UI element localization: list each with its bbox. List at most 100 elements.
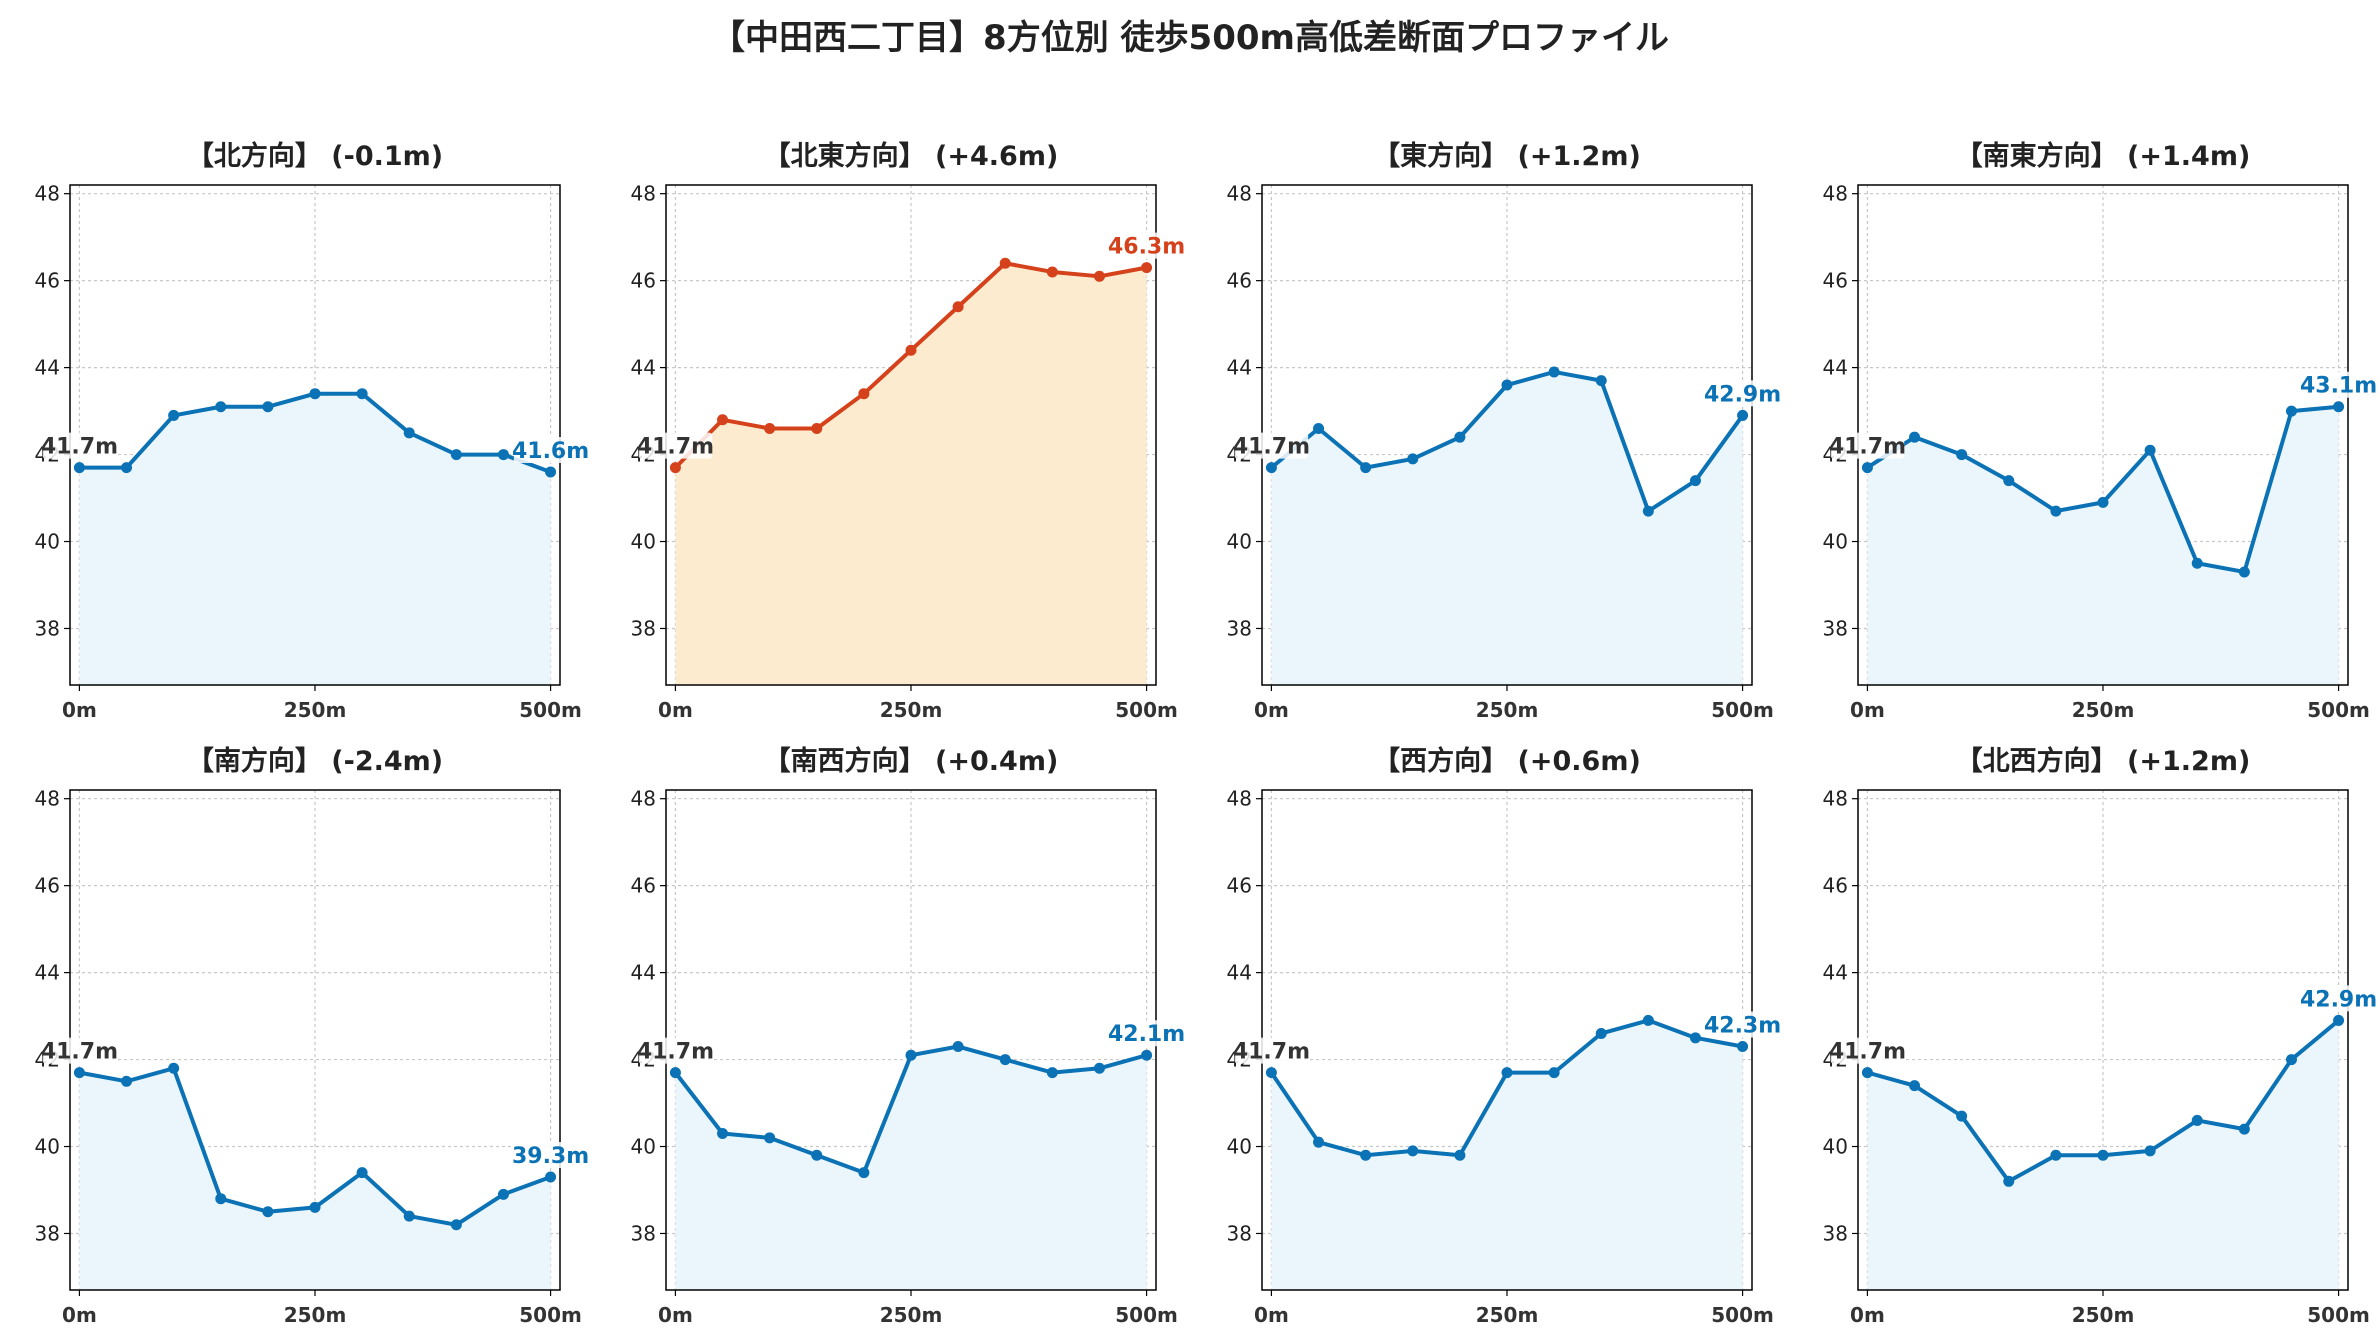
ytick-label: 44 [35, 961, 60, 985]
ytick-label: 48 [1227, 787, 1252, 811]
panel-title: 【南東方向】 (+1.4m) [1956, 140, 2251, 172]
xtick-label: 250m [284, 1303, 347, 1327]
data-point [2144, 444, 2156, 456]
series-area [1271, 1020, 1743, 1290]
data-point [1737, 1041, 1749, 1053]
data-point [1689, 1032, 1701, 1044]
start-label: 41.7m [1829, 1040, 1906, 1065]
data-point [450, 449, 462, 461]
data-point [1141, 262, 1153, 274]
start-label: 41.7m [637, 1040, 714, 1065]
end-label: 42.9m [2300, 987, 2377, 1012]
xtick-label: 250m [880, 1303, 943, 1327]
ytick-label: 38 [1227, 1221, 1252, 1245]
data-point [1956, 1110, 1968, 1122]
series-area [1867, 406, 2339, 685]
ytick-label: 46 [35, 269, 60, 293]
data-point [1265, 462, 1277, 474]
data-point [356, 1167, 368, 1179]
data-point [905, 344, 917, 356]
end-label: 41.6m [512, 439, 589, 464]
panel-title: 【東方向】 (+1.2m) [1373, 140, 1641, 172]
data-point [1909, 1080, 1921, 1092]
data-point [168, 1062, 180, 1074]
ytick-label: 48 [1823, 787, 1848, 811]
end-label: 42.3m [1704, 1014, 1781, 1039]
xtick-label: 250m [284, 698, 347, 722]
xtick-label: 500m [1711, 698, 1774, 722]
start-label: 41.7m [41, 435, 118, 460]
end-label: 39.3m [512, 1144, 589, 1169]
start-label-bg [42, 1037, 117, 1064]
xtick-label: 250m [1476, 698, 1539, 722]
data-point [1689, 475, 1701, 487]
data-point [1407, 453, 1419, 465]
ytick-label: 46 [631, 874, 656, 898]
data-point [2003, 1175, 2015, 1187]
start-label: 41.7m [41, 1040, 118, 1065]
data-point [1407, 1145, 1419, 1157]
data-point [811, 422, 823, 434]
data-point [669, 1067, 681, 1079]
data-point [356, 388, 368, 400]
ytick-label: 40 [1823, 530, 1848, 554]
ytick-label: 46 [631, 269, 656, 293]
ytick-label: 48 [35, 787, 60, 811]
data-point [497, 449, 509, 461]
end-label-bg [2301, 985, 2376, 1012]
ytick-label: 44 [1823, 356, 1848, 380]
end-label-bg [1109, 232, 1184, 259]
data-point [309, 388, 321, 400]
data-point [2144, 1145, 2156, 1157]
ytick-label: 46 [1823, 269, 1848, 293]
series-area [79, 1068, 551, 1290]
panel-5: 【南西方向】 (+0.4m)3840424446480m250m500m41.7… [631, 745, 1186, 1327]
data-point [905, 1049, 917, 1061]
data-point [1265, 1067, 1277, 1079]
end-label-bg [2301, 371, 2376, 398]
data-point [1737, 409, 1749, 421]
ytick-label: 38 [1823, 616, 1848, 640]
data-point [73, 462, 85, 474]
data-point [2238, 1123, 2250, 1135]
xtick-label: 0m [658, 698, 693, 722]
end-label-bg [1705, 380, 1780, 407]
data-point [2191, 557, 2203, 569]
ytick-label: 46 [35, 874, 60, 898]
panel-title: 【南方向】 (-2.4m) [187, 745, 443, 777]
data-point [403, 427, 415, 439]
ytick-label: 48 [631, 182, 656, 206]
xtick-label: 0m [62, 698, 97, 722]
data-point [121, 462, 133, 474]
data-point [1046, 266, 1058, 278]
ytick-label: 48 [1823, 182, 1848, 206]
data-point [450, 1219, 462, 1231]
xtick-label: 0m [62, 1303, 97, 1327]
data-point [1093, 270, 1105, 282]
xtick-label: 250m [2072, 1303, 2135, 1327]
ytick-label: 40 [35, 1135, 60, 1159]
ytick-label: 44 [631, 961, 656, 985]
data-point [2050, 505, 2062, 517]
ytick-label: 46 [1227, 269, 1252, 293]
data-point [168, 409, 180, 421]
ytick-label: 38 [1227, 616, 1252, 640]
series-area [1271, 371, 1743, 685]
xtick-label: 500m [519, 1303, 582, 1327]
ytick-label: 40 [1227, 1135, 1252, 1159]
panel-title: 【北東方向】 (+4.6m) [764, 140, 1059, 172]
data-point [858, 1167, 870, 1179]
data-point [1046, 1067, 1058, 1079]
ytick-label: 38 [631, 1221, 656, 1245]
ytick-label: 40 [631, 1135, 656, 1159]
panel-title: 【北方向】 (-0.1m) [187, 140, 443, 172]
xtick-label: 500m [519, 698, 582, 722]
ytick-label: 46 [1227, 874, 1252, 898]
start-label-bg [1830, 1037, 1905, 1064]
data-point [858, 388, 870, 400]
data-point [764, 1132, 776, 1144]
xtick-label: 0m [1254, 698, 1289, 722]
data-point [764, 422, 776, 434]
xtick-label: 250m [880, 698, 943, 722]
ytick-label: 38 [35, 616, 60, 640]
